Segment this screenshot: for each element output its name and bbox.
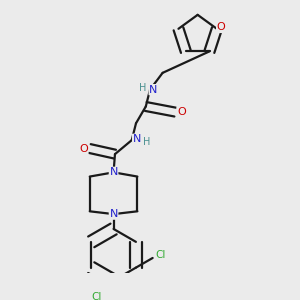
Text: N: N [110, 167, 118, 177]
Text: N: N [110, 209, 118, 219]
Text: Cl: Cl [92, 292, 102, 300]
Text: O: O [177, 107, 186, 117]
Text: H: H [139, 83, 147, 93]
Text: N: N [149, 85, 158, 95]
Text: H: H [143, 136, 150, 146]
Text: N: N [133, 134, 141, 144]
Text: O: O [79, 143, 88, 154]
Text: Cl: Cl [156, 250, 166, 260]
Text: O: O [217, 22, 225, 32]
